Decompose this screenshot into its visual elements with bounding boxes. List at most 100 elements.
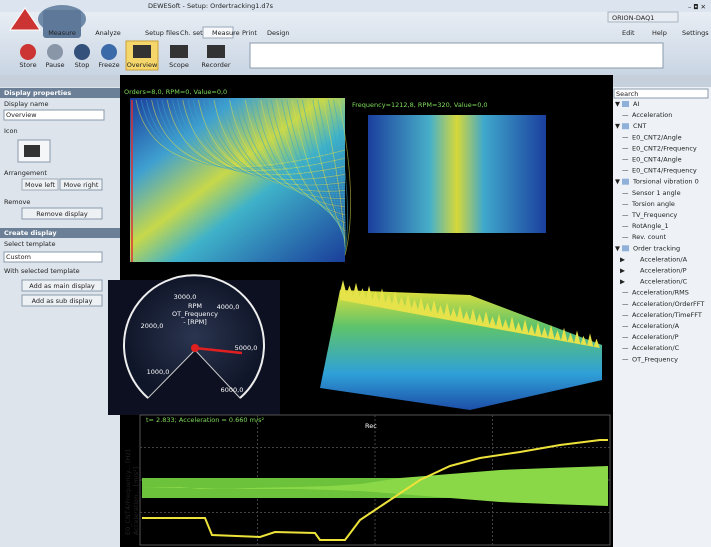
toolbar-icon[interactable] bbox=[133, 45, 151, 58]
tree-item[interactable]: Acceleration/P bbox=[640, 267, 687, 275]
gauge-tick-label: 6000,0 bbox=[221, 386, 244, 394]
tree-item[interactable]: RotAngle_1 bbox=[632, 222, 669, 230]
tree-item[interactable]: Acceleration/TimeFFT bbox=[632, 311, 702, 319]
button[interactable] bbox=[21, 207, 103, 220]
tree-marker: — bbox=[622, 200, 629, 208]
toolbar-icon[interactable] bbox=[20, 44, 36, 60]
toolbar-label: Scope bbox=[169, 61, 189, 69]
gauge-tick-label: 1000,0 bbox=[147, 368, 170, 376]
toolbar-icon[interactable] bbox=[74, 44, 90, 60]
tree-item[interactable]: E0_CNT2/Angle bbox=[632, 133, 682, 141]
button[interactable] bbox=[21, 294, 103, 307]
tree-group[interactable]: Torsional vibration 0 bbox=[632, 178, 699, 186]
order-line bbox=[276, 99, 346, 224]
search-placeholder: Search bbox=[616, 90, 638, 98]
toolbar-label: Recorder bbox=[201, 61, 230, 69]
tree-item[interactable]: Acceleration/A bbox=[640, 255, 688, 263]
tab[interactable]: Ch. setup bbox=[180, 29, 211, 37]
tree-expander[interactable]: ▼ bbox=[615, 100, 620, 108]
toolbar-label: Freeze bbox=[98, 61, 119, 69]
menu-item[interactable]: Help bbox=[652, 29, 667, 37]
tree-expander[interactable]: ▼ bbox=[615, 122, 620, 130]
tree-item[interactable]: E0_CNT4/Angle bbox=[632, 156, 682, 164]
tree-marker: — bbox=[622, 289, 629, 297]
toolbar-icon[interactable] bbox=[47, 44, 63, 60]
tree-group[interactable]: AI bbox=[633, 100, 639, 108]
gauge-needle bbox=[194, 346, 243, 355]
display-name-input[interactable] bbox=[3, 109, 105, 121]
order-line bbox=[255, 99, 346, 213]
gauge-tick-label: 4000,0 bbox=[217, 303, 240, 311]
window-title: DEWESoft - Setup: Ordertracking1.d7s bbox=[148, 2, 274, 10]
menu-item[interactable]: Settings bbox=[682, 29, 709, 37]
gauge-unit: RPM bbox=[188, 302, 202, 310]
tree-item[interactable]: Acceleration/C bbox=[640, 278, 688, 286]
tree-item[interactable]: Rev. count bbox=[632, 233, 666, 241]
app-logo[interactable] bbox=[9, 7, 41, 31]
tree-item[interactable]: Acceleration/P bbox=[632, 333, 679, 341]
tab[interactable]: Setup files bbox=[145, 29, 180, 37]
input-value: Overview bbox=[6, 111, 37, 119]
toolbar-icon[interactable] bbox=[170, 45, 188, 58]
tree-folder-icon bbox=[622, 178, 629, 185]
gauge-tick-label: 2000,0 bbox=[141, 322, 164, 330]
label: Icon bbox=[4, 127, 18, 135]
order-line bbox=[265, 99, 346, 218]
tree-marker: — bbox=[622, 333, 629, 341]
waterfall-3d bbox=[320, 290, 602, 410]
window-controls[interactable]: – ◘ ✕ bbox=[688, 3, 706, 11]
app-button[interactable] bbox=[43, 10, 81, 38]
notes-box[interactable] bbox=[249, 42, 664, 69]
tree-item[interactable]: Acceleration/C bbox=[632, 344, 680, 352]
select-value: Custom bbox=[6, 253, 31, 261]
tree-item[interactable]: OT_Frequency bbox=[632, 355, 678, 363]
search-box[interactable] bbox=[613, 88, 709, 99]
label: With selected template bbox=[4, 267, 80, 275]
tree-folder-icon bbox=[622, 245, 629, 252]
order-line bbox=[234, 99, 346, 202]
tree-marker: — bbox=[622, 211, 629, 219]
order-line bbox=[322, 99, 346, 248]
tree-item[interactable]: E0_CNT2/Frequency bbox=[632, 144, 697, 152]
titlebar bbox=[0, 0, 711, 12]
menu-item[interactable]: Edit bbox=[622, 29, 635, 37]
tab-active[interactable] bbox=[202, 26, 234, 39]
label: Arrangement bbox=[4, 169, 47, 177]
order-map bbox=[130, 98, 345, 262]
button-label: Move left bbox=[25, 181, 55, 189]
tree-group[interactable]: CNT bbox=[633, 122, 646, 130]
tree-marker: ▶ bbox=[620, 255, 625, 263]
tree-marker: — bbox=[622, 222, 629, 230]
tree-item[interactable]: Acceleration bbox=[632, 111, 672, 119]
tab[interactable]: Print bbox=[242, 29, 257, 37]
button[interactable] bbox=[21, 178, 59, 191]
toolbar-icon[interactable] bbox=[101, 44, 117, 60]
frequency-trace bbox=[142, 439, 608, 541]
order-line bbox=[229, 99, 346, 200]
tree-expander[interactable]: ▼ bbox=[615, 178, 620, 186]
tree-item[interactable]: Acceleration/RMS bbox=[632, 289, 689, 297]
button[interactable] bbox=[21, 279, 103, 292]
tree-item[interactable]: TV_Frequency bbox=[631, 211, 677, 219]
tree-expander[interactable]: ▼ bbox=[615, 244, 620, 252]
button[interactable] bbox=[59, 178, 103, 191]
marker-label: Rec bbox=[365, 422, 377, 430]
tree-item[interactable]: Acceleration/A bbox=[632, 322, 680, 330]
order-line bbox=[312, 99, 346, 242]
order-line bbox=[224, 99, 346, 197]
tab[interactable]: Measure bbox=[212, 29, 240, 37]
toolbar-icon[interactable] bbox=[207, 45, 225, 58]
tree-marker: ▶ bbox=[620, 278, 625, 286]
tree-item[interactable]: Sensor 1 angle bbox=[632, 189, 681, 197]
order-line bbox=[218, 99, 346, 195]
tree-item[interactable]: Torsion angle bbox=[631, 200, 675, 208]
tree-marker: — bbox=[622, 156, 629, 164]
tree-item[interactable]: E0_CNT4/Frequency bbox=[632, 167, 697, 175]
section-header bbox=[0, 228, 120, 238]
tree-item[interactable]: Acceleration/OrderFFT bbox=[632, 300, 704, 308]
readout: t= 2.833; Acceleration = 0.660 m/s² bbox=[146, 416, 264, 424]
tab[interactable]: Design bbox=[267, 29, 289, 37]
template-select[interactable] bbox=[3, 251, 103, 263]
gauge-channel: OT_Frequency bbox=[172, 310, 218, 318]
tree-group[interactable]: Order tracking bbox=[633, 244, 680, 252]
